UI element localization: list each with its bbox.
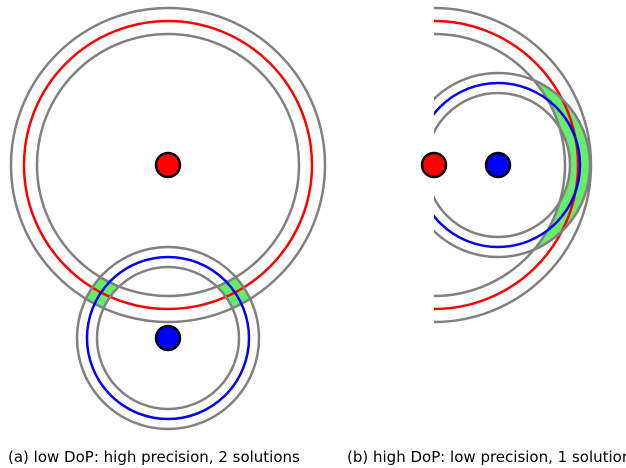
- dop-figure: [0, 0, 626, 440]
- blue-outer-bound-a: [75, 245, 261, 431]
- blue-inner-bound-a: [95, 265, 241, 411]
- blue-range-circle-b: [434, 81, 582, 249]
- caption-b: (b) high DoP: low precision, 1 solution: [347, 448, 626, 466]
- red-anchor-b: [420, 151, 448, 179]
- intersection-region-b: [434, 0, 626, 440]
- red-inner-bound-a: [35, 32, 301, 298]
- blue-anchor-b: [484, 151, 512, 179]
- panel-b-high-dop: [420, 0, 626, 440]
- panel-a-low-dop: [0, 0, 327, 440]
- red-inner-bound-b: [434, 32, 567, 298]
- blue-range-circle-a: [85, 255, 251, 421]
- caption-a: (a) low DoP: high precision, 2 solutions: [8, 448, 300, 466]
- red-range-circle-a: [22, 19, 314, 311]
- blue-inner-bound-b: [434, 91, 572, 239]
- blue-outer-bound-b: [434, 71, 592, 259]
- blue-anchor-a: [154, 324, 182, 352]
- red-range-circle-b: [434, 19, 580, 311]
- red-outer-bound-a: [9, 6, 327, 324]
- red-anchor-a: [154, 151, 182, 179]
